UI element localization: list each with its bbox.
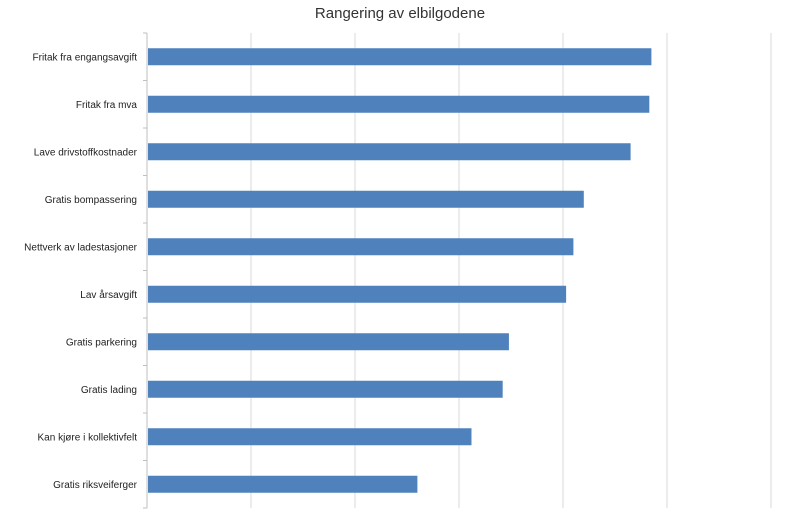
bar <box>148 48 652 66</box>
category-label: Kan kjøre i kollektivfelt <box>38 432 138 443</box>
bar <box>148 143 631 161</box>
category-label: Lav årsavgift <box>80 289 137 301</box>
bars <box>148 48 652 493</box>
bar <box>148 190 584 208</box>
y-axis <box>143 32 148 509</box>
category-labels: Fritak fra engangsavgift Fritak fra mva La… <box>24 52 138 491</box>
category-label: Gratis bompassering <box>45 195 137 206</box>
bar <box>148 238 574 256</box>
category-label: Lave drivstoffkostnader <box>34 147 138 158</box>
bar <box>148 380 503 398</box>
bar <box>148 95 650 113</box>
category-label: Gratis lading <box>81 385 137 396</box>
bar <box>148 428 472 446</box>
category-label: Fritak fra engangsavgift <box>33 52 138 63</box>
category-label: Nettverk av ladestasjoner <box>24 242 138 253</box>
category-label: Gratis riksveiferger <box>53 480 138 491</box>
bar <box>148 475 418 493</box>
category-label: Gratis parkering <box>66 337 137 348</box>
bar <box>148 285 567 303</box>
chart-title: Rangering av elbilgodene <box>315 5 485 22</box>
category-label: Fritak fra mva <box>76 100 138 111</box>
bar <box>148 333 509 351</box>
